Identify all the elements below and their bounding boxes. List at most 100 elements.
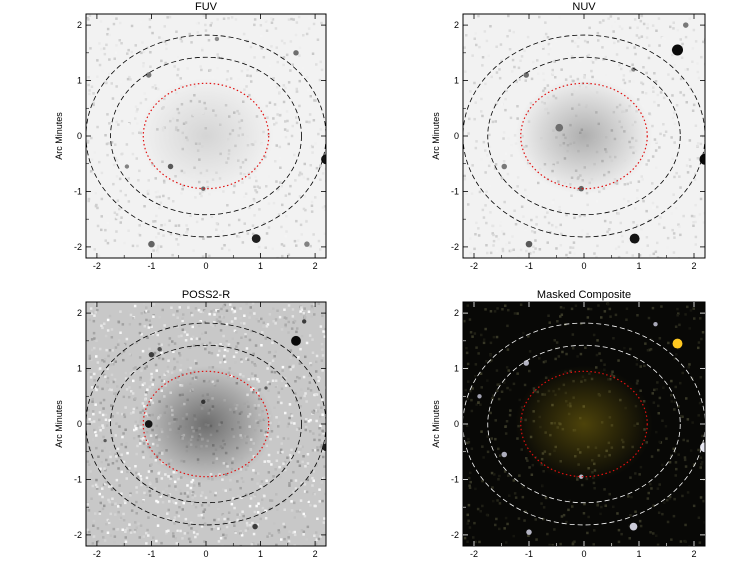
point-source [291,335,301,346]
y-tick-label: 2 [77,20,82,30]
ellipse-aperture [520,82,648,190]
ellipse-sky-outer [86,322,326,526]
point-source [157,346,162,352]
x-tick-label: -1 [147,261,155,271]
point-source [124,164,130,169]
x-tick-label: 0 [581,549,586,559]
point-source [251,234,261,243]
y-tick-label: 2 [454,308,459,318]
y-tick-label: -1 [451,186,459,196]
ellipse-sky-inner [110,344,302,504]
ellipse-aperture [142,370,270,478]
x-tick-label: 1 [258,549,263,559]
x-tick-label: -1 [525,261,533,271]
point-source [501,163,507,170]
point-source [629,233,640,244]
point-source [144,420,153,428]
y-tick-label: -1 [451,474,459,484]
panel-image [86,302,326,546]
panel-image [86,14,326,258]
point-source [578,185,584,192]
panel-title: POSS2-R [182,289,230,301]
ellipse-sky-outer [86,34,326,238]
x-tick-label: -2 [470,549,478,559]
point-source [167,163,174,170]
y-tick-label: 1 [77,76,82,86]
y-axis-label: Arc Minutes [54,112,64,160]
point-source [525,240,533,248]
point-source [264,386,268,390]
point-source [252,523,258,530]
point-source [523,72,529,78]
galaxy-glow [515,77,653,195]
panel-2: -2 -2 -1 -1 0 0 1 1 2 2 NUV Arc Minutes [431,1,706,271]
y-tick-label: -1 [74,186,82,196]
point-source [214,36,220,42]
y-tick-label: 1 [454,76,459,86]
x-tick-label: -2 [93,549,101,559]
ellipse-sky-outer [463,322,705,526]
x-tick-label: 0 [203,549,208,559]
x-tick-label: 1 [636,261,641,271]
panel-title: FUV [195,1,218,13]
panel-title: Masked Composite [537,289,631,301]
point-source [302,319,307,324]
x-tick-label: 1 [636,549,641,559]
x-tick-label: 0 [203,261,208,271]
panel-image [463,14,705,258]
panel-4: -2 -2 -1 -1 0 0 1 1 2 2 Masked Composite Arc Minute… [431,289,706,559]
point-source [293,50,299,56]
point-source [631,67,636,72]
point-source [148,351,155,358]
x-tick-label: 2 [313,549,318,559]
x-tick-label: 2 [691,261,696,271]
y-tick-label: 0 [77,419,82,429]
point-source [629,522,638,531]
y-axis-label: Arc Minutes [431,112,441,160]
panel-1: -2 -2 -1 -1 0 0 1 1 2 2 FUV Arc Minutes [54,1,327,271]
galaxy-glow [137,365,275,483]
panel-image [463,302,705,546]
ellipse-sky-inner [487,344,681,504]
panel-title: NUV [572,1,596,13]
point-source [477,394,482,399]
point-source [501,451,507,458]
y-tick-label: -2 [451,530,459,540]
galaxy-glow [137,77,275,195]
ellipse-sky-inner [110,56,302,216]
y-axis-label: Arc Minutes [54,400,64,448]
point-source [201,399,206,404]
y-tick-label: 0 [454,419,459,429]
y-tick-label: -2 [451,242,459,252]
ellipse-aperture [520,370,648,478]
point-source [304,241,310,247]
y-tick-label: 1 [77,364,82,374]
point-source [523,360,529,366]
y-tick-label: 2 [77,308,82,318]
x-tick-label: -1 [147,549,155,559]
y-tick-label: 0 [454,131,459,141]
point-source [683,22,689,28]
ellipse-sky-inner [487,56,681,216]
point-source [672,338,683,349]
y-tick-label: 0 [77,131,82,141]
x-tick-label: 2 [691,549,696,559]
x-tick-label: 2 [313,261,318,271]
ellipse-aperture [142,82,270,190]
point-source [672,44,683,56]
y-tick-label: -1 [74,474,82,484]
y-axis-label: Arc Minutes [431,400,441,448]
point-source [148,240,155,248]
point-source [526,529,532,535]
point-source [579,474,584,479]
y-tick-label: 2 [454,20,459,30]
x-tick-label: -2 [470,261,478,271]
y-tick-label: -2 [74,242,82,252]
ellipse-sky-outer [463,34,705,238]
x-tick-label: 0 [581,261,586,271]
y-tick-label: -2 [74,530,82,540]
x-tick-label: -2 [93,261,101,271]
point-source [322,443,326,452]
x-tick-label: -1 [525,549,533,559]
